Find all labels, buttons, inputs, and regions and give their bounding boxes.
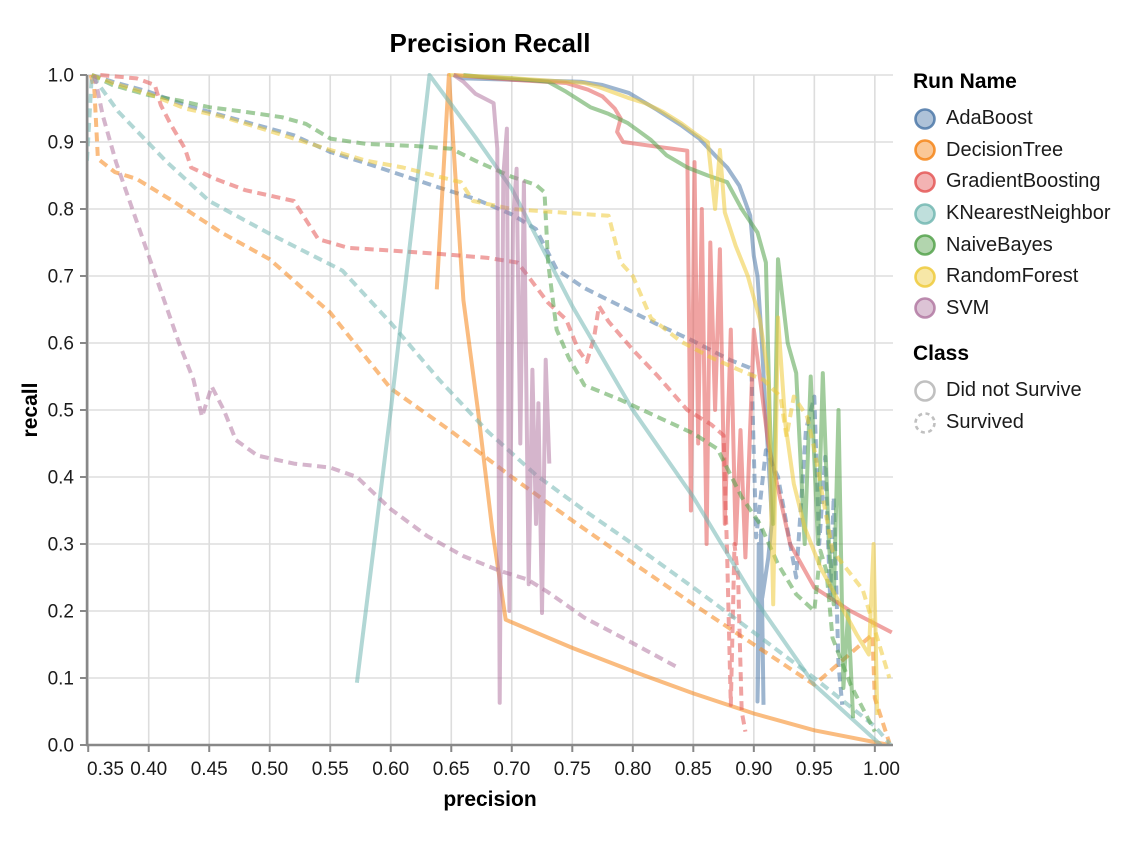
axes: 0.35 0.40 0.45 0.50 0.55 0.60 0.65 0.70 0.75 0.80… (48, 66, 900, 781)
y-tick-label: 0.3 (48, 535, 74, 556)
circle-icon (914, 265, 936, 288)
legend-class-did-not-survive[interactable]: Did not Survive (913, 375, 1111, 407)
series-line-gradientboosting-survived (100, 73, 748, 732)
circle-icon (914, 380, 936, 402)
legend-run-items: AdaBoost DecisionTree GradientBoosting KNea… (913, 103, 1111, 324)
series-lines (87, 73, 893, 745)
chart-title: Precision Recall (389, 28, 591, 58)
series-line-naivebayes-survived (90, 73, 877, 733)
x-tick-label: 0.75 (554, 759, 591, 780)
circle-icon (914, 171, 936, 193)
legend-class-label: Did not Survive (946, 379, 1082, 402)
legend-run-randomforest[interactable]: RandomForest (913, 261, 1111, 293)
legend-run-label: KNearestNeighbor (946, 202, 1111, 225)
legend-class-label: Survived (946, 411, 1024, 434)
circle-icon (914, 139, 936, 162)
x-tick-label: 0.85 (675, 759, 712, 780)
x-tick-label: 0.45 (191, 759, 228, 780)
x-tick-label: 1.00 (863, 759, 900, 780)
x-axis-title: precision (443, 788, 537, 811)
series-line-knearestneighbor-did-not-survive (354, 73, 883, 745)
legend-class-items: Did not Survive Survived (913, 375, 1111, 438)
series-line-adaboost-did-not-survive (453, 73, 774, 705)
y-axis-title: recall (19, 382, 42, 438)
x-tick-label: 0.65 (433, 759, 470, 780)
x-tick-label: 0.40 (130, 759, 167, 780)
series-line-svm-survived (92, 74, 680, 670)
y-tick-label: 0.7 (48, 267, 74, 288)
legend-run-label: DecisionTree (946, 138, 1064, 161)
x-tick-label: 0.70 (493, 759, 530, 780)
legend-run-label: SVM (946, 296, 990, 319)
y-tick-label: 1.0 (48, 66, 74, 87)
y-tick-label: 0.4 (48, 468, 75, 489)
y-tick-label: 0.1 (48, 669, 74, 690)
legend-run-label: GradientBoosting (946, 170, 1101, 193)
x-tick-label: 0.35 (87, 759, 124, 780)
series-line-svm-did-not-survive (452, 73, 552, 705)
y-tick-label: 0.9 (48, 133, 74, 154)
circle-icon (914, 297, 936, 320)
legend-run-name-title: Run Name (913, 70, 1017, 93)
circle-icon (914, 107, 936, 130)
y-tick-label: 0.6 (48, 334, 74, 355)
circle-icon (914, 202, 936, 225)
x-tick-label: 0.60 (372, 759, 409, 780)
series-line-randomforest-survived (91, 73, 892, 679)
y-tick-label: 0.0 (48, 736, 74, 757)
series-line-knearestneighbor-survived (87, 73, 893, 745)
legend-run-label: AdaBoost (946, 107, 1033, 130)
y-tick-label: 0.8 (48, 200, 74, 221)
legend: Run Name AdaBoost DecisionTree GradientBoo… (913, 70, 1111, 438)
legend-class-survived[interactable]: Survived (913, 407, 1111, 439)
legend-run-gradientboosting[interactable]: GradientBoosting (913, 166, 1111, 198)
legend-class-title: Class (913, 342, 970, 366)
y-tick-label: 0.5 (48, 401, 74, 422)
legend-run-label: RandomForest (946, 265, 1079, 288)
x-tick-label: 0.90 (735, 759, 772, 780)
legend-run-label: NaiveBayes (946, 233, 1053, 256)
series-line-decisiontree-survived (88, 74, 892, 744)
x-tick-label: 0.80 (614, 759, 651, 780)
y-tick-label: 0.2 (48, 602, 74, 623)
legend-run-svm[interactable]: SVM (913, 293, 1111, 325)
series-line-naivebayes-did-not-survive (463, 73, 856, 719)
x-tick-label: 0.55 (312, 759, 349, 780)
circle-icon (914, 234, 936, 256)
dashed-circle-icon (914, 411, 936, 434)
series-line-gradientboosting-did-not-survive (453, 73, 893, 635)
legend-run-adaboost[interactable]: AdaBoost (913, 103, 1111, 135)
legend-run-naivebayes[interactable]: NaiveBayes (913, 229, 1111, 261)
x-tick-label: 0.95 (796, 759, 833, 780)
legend-run-decisiontree[interactable]: DecisionTree (913, 135, 1111, 167)
legend-run-knearestneighbor[interactable]: KNearestNeighbor (913, 198, 1111, 230)
series-line-randomforest-did-not-survive (448, 73, 880, 715)
x-tick-label: 0.50 (251, 759, 288, 780)
series-line-decisiontree-did-not-survive (434, 73, 890, 745)
